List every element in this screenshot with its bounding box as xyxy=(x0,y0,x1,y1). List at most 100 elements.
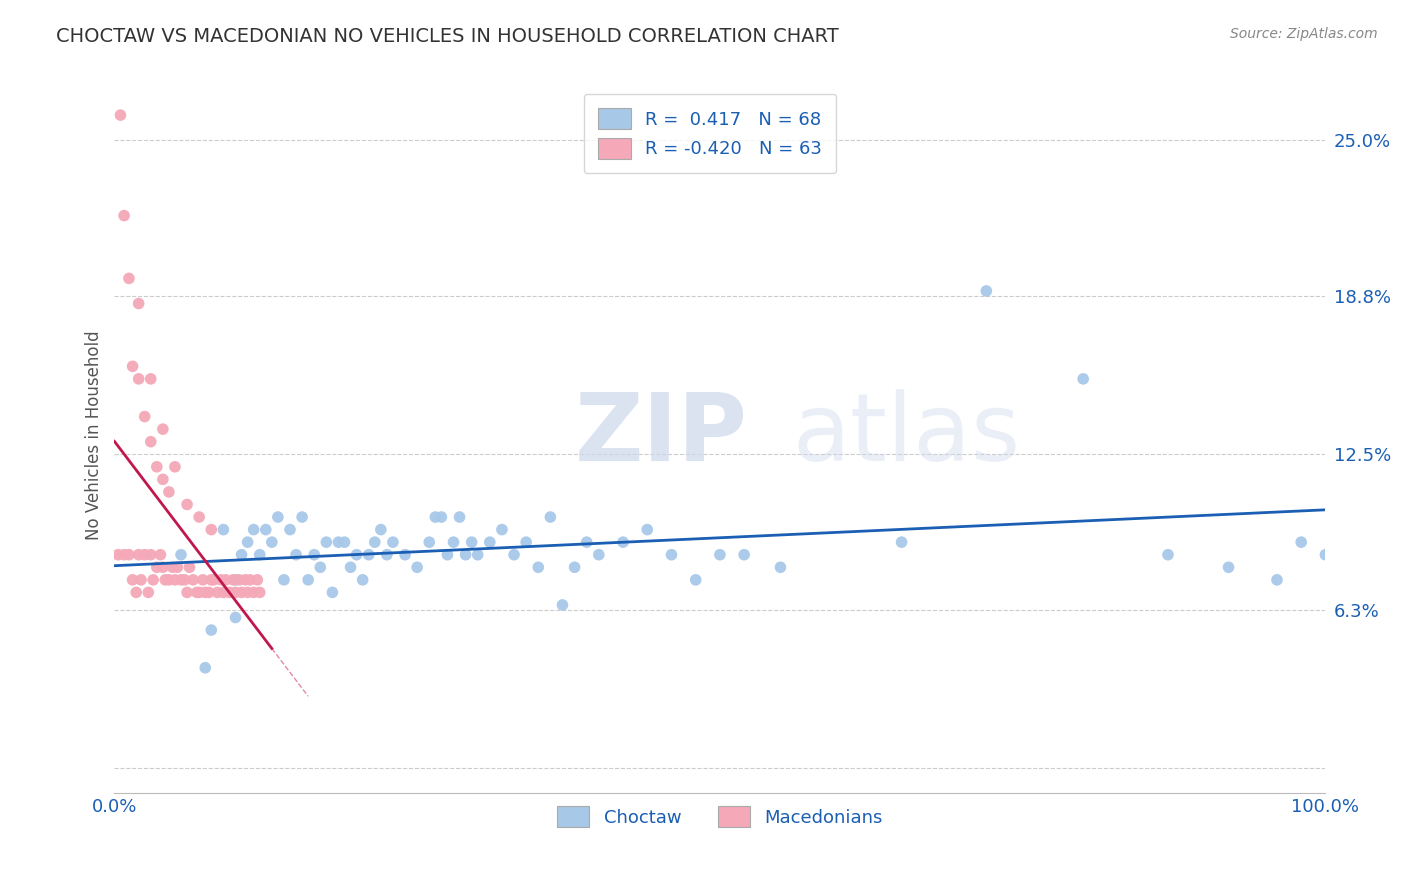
Point xyxy=(515,535,537,549)
Point xyxy=(194,661,217,675)
Point xyxy=(152,422,174,436)
Point xyxy=(709,548,731,562)
Point xyxy=(222,573,245,587)
Point xyxy=(375,548,398,562)
Point xyxy=(273,573,295,587)
Point xyxy=(242,523,264,537)
Point xyxy=(170,573,193,587)
Point xyxy=(139,548,162,562)
Point xyxy=(163,573,186,587)
Point xyxy=(636,523,658,537)
Point xyxy=(291,510,314,524)
Text: CHOCTAW VS MACEDONIAN NO VEHICLES IN HOUSEHOLD CORRELATION CHART: CHOCTAW VS MACEDONIAN NO VEHICLES IN HOU… xyxy=(56,27,839,45)
Point xyxy=(170,548,193,562)
Point xyxy=(1071,372,1094,386)
Point xyxy=(128,296,150,310)
Point xyxy=(152,472,174,486)
Point xyxy=(425,510,447,524)
Point xyxy=(176,585,198,599)
Point xyxy=(364,535,387,549)
Point xyxy=(254,523,277,537)
Point xyxy=(118,271,141,285)
Point xyxy=(163,459,186,474)
Point xyxy=(209,573,232,587)
Point xyxy=(449,510,471,524)
Point xyxy=(278,523,301,537)
Point xyxy=(242,585,264,599)
Point xyxy=(202,573,225,587)
Point xyxy=(157,484,180,499)
Point xyxy=(231,548,253,562)
Point xyxy=(564,560,586,574)
Text: Source: ZipAtlas.com: Source: ZipAtlas.com xyxy=(1230,27,1378,41)
Point xyxy=(188,585,211,599)
Point xyxy=(612,535,634,549)
Point xyxy=(155,573,177,587)
Point xyxy=(191,573,214,587)
Point xyxy=(179,560,201,574)
Point xyxy=(157,573,180,587)
Point xyxy=(1157,548,1180,562)
Point xyxy=(149,548,172,562)
Point xyxy=(333,535,356,549)
Point xyxy=(381,535,404,549)
Point xyxy=(162,560,184,574)
Point xyxy=(236,535,259,549)
Point xyxy=(1265,573,1288,587)
Point xyxy=(315,535,337,549)
Point xyxy=(129,573,152,587)
Point xyxy=(212,585,235,599)
Point xyxy=(236,585,259,599)
Point xyxy=(134,548,156,562)
Point xyxy=(152,560,174,574)
Point xyxy=(215,573,238,587)
Point xyxy=(139,434,162,449)
Point xyxy=(121,573,143,587)
Point xyxy=(443,535,465,549)
Point xyxy=(207,585,229,599)
Point xyxy=(249,585,271,599)
Point xyxy=(976,284,998,298)
Point xyxy=(406,560,429,574)
Point xyxy=(339,560,361,574)
Point xyxy=(246,573,269,587)
Point xyxy=(225,585,247,599)
Point xyxy=(370,523,392,537)
Point xyxy=(357,548,380,562)
Point xyxy=(200,523,222,537)
Point xyxy=(478,535,501,549)
Y-axis label: No Vehicles in Household: No Vehicles in Household xyxy=(86,331,103,541)
Point xyxy=(181,573,204,587)
Point xyxy=(134,409,156,424)
Point xyxy=(239,573,262,587)
Point xyxy=(302,548,325,562)
Point xyxy=(430,510,453,524)
Point xyxy=(176,498,198,512)
Point xyxy=(436,548,458,562)
Point xyxy=(110,108,132,122)
Point xyxy=(188,510,211,524)
Point xyxy=(260,535,283,549)
Point xyxy=(225,610,247,624)
Point xyxy=(1218,560,1240,574)
Point xyxy=(200,573,222,587)
Point xyxy=(1315,548,1337,562)
Point xyxy=(467,548,489,562)
Point xyxy=(538,510,561,524)
Point xyxy=(146,560,169,574)
Point xyxy=(575,535,598,549)
Point xyxy=(249,548,271,562)
Point xyxy=(551,598,574,612)
Point xyxy=(769,560,792,574)
Point xyxy=(588,548,610,562)
Point xyxy=(194,585,217,599)
Point xyxy=(218,585,240,599)
Point xyxy=(491,523,513,537)
Point xyxy=(394,548,416,562)
Point xyxy=(733,548,755,562)
Point xyxy=(139,372,162,386)
Point xyxy=(128,548,150,562)
Point xyxy=(233,573,256,587)
Point xyxy=(418,535,440,549)
Point xyxy=(454,548,477,562)
